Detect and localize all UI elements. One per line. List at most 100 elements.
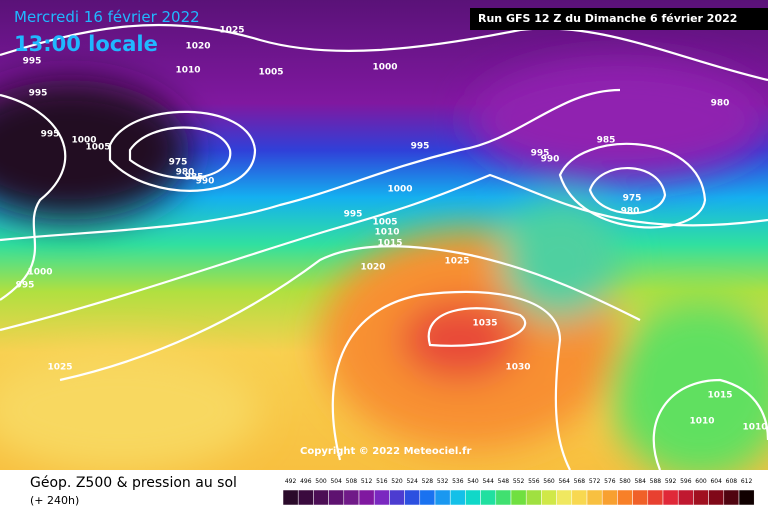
colorbar-label: 576: [604, 478, 616, 485]
colorbar-label: 536: [452, 478, 464, 485]
colorbar-cell: [282, 489, 299, 506]
legend-subtitle: (+ 240h): [30, 494, 79, 507]
run-info: Run GFS 12 Z du Dimanche 6 février 2022: [478, 12, 737, 25]
isobar-label: 990: [196, 177, 215, 187]
isobar-label: 1005: [85, 143, 110, 153]
isobar-label: 1000: [372, 63, 397, 73]
colorbar-label: 600: [695, 478, 707, 485]
isobar-label: 1000: [27, 268, 52, 278]
isobar-label: 1000: [71, 136, 96, 146]
colorbar-label: 588: [650, 478, 662, 485]
colorbar-cell: [343, 489, 360, 506]
colorbar-label: 580: [619, 478, 631, 485]
colorbar-label: 584: [634, 478, 646, 485]
isobar-label: 975: [169, 158, 188, 168]
colorbar-label: 572: [589, 478, 601, 485]
isobar-label: 995: [16, 281, 35, 291]
copyright: Copyright © 2022 Meteociel.fr: [300, 446, 471, 457]
isobar-label: 985: [185, 173, 204, 183]
isobar-label: 995: [411, 142, 430, 152]
colorbar-cell: [693, 489, 709, 506]
colorbar-cell: [541, 489, 557, 506]
isobar-label: 995: [29, 89, 48, 99]
isobar-label: 980: [711, 99, 730, 109]
colorbar-cell: [358, 489, 375, 506]
colorbar-label: 552: [513, 478, 525, 485]
isobar-label: 980: [621, 207, 640, 217]
isobar-label: 1015: [377, 239, 402, 249]
isobar-label: 1000: [387, 185, 412, 195]
colorbar-cell: [525, 489, 542, 506]
colorbar-label: 544: [482, 478, 494, 485]
forecast-date: Mercredi 16 février 2022: [14, 8, 200, 26]
colorbar-label: 520: [391, 478, 403, 485]
isobar-label: 1015: [707, 391, 732, 401]
colorbar-cell: [373, 489, 390, 506]
isobar-label: 1020: [185, 42, 210, 52]
isobar-label: 990: [541, 155, 560, 165]
colorbar-cell: [738, 489, 755, 506]
legend-title: Géop. Z500 & pression au sol: [30, 475, 237, 491]
colorbar-label: 548: [498, 478, 510, 485]
colorbar-label: 516: [376, 478, 388, 485]
colorbar-cell: [617, 489, 633, 506]
colorbar-label: 512: [361, 478, 373, 485]
colorbar-label: 592: [665, 478, 677, 485]
colorbar-label: 500: [315, 478, 327, 485]
colorbar-cell: [723, 489, 740, 506]
colorbar-label: 496: [300, 478, 312, 485]
isobar-label: 1030: [505, 363, 530, 373]
colorbar-cell: [313, 489, 329, 506]
colorbar-label: 568: [574, 478, 586, 485]
colorbar-cell: [480, 489, 497, 506]
isobar-label: 995: [41, 130, 60, 140]
isobar-label: 995: [531, 149, 550, 159]
colorbar-label: 612: [741, 478, 753, 485]
isobar-label: 1010: [175, 66, 200, 76]
colorbar-label: 564: [558, 478, 570, 485]
colorbar-label: 528: [422, 478, 434, 485]
isobar-label: 1010: [742, 423, 767, 433]
colorbar-cell: [556, 489, 573, 506]
colorbar-cell: [632, 489, 649, 506]
colorbar-label: 596: [680, 478, 692, 485]
colorbar-label: 532: [437, 478, 449, 485]
isobar-label: 1025: [219, 26, 244, 36]
isobar-label: 975: [623, 194, 642, 204]
colorbar-cell: [601, 489, 618, 506]
isobar-label: 1020: [360, 263, 385, 273]
isobar-label: 1025: [47, 363, 72, 373]
isobar-label: 995: [23, 57, 42, 67]
isobars: [0, 23, 768, 471]
colorbar-cell: [495, 489, 512, 506]
colorbar-cell: [449, 489, 466, 506]
isobar-label: 995: [344, 210, 363, 220]
colorbar-cell: [465, 489, 481, 506]
colorbar-cell: [571, 489, 588, 506]
isobar-label: 1025: [444, 257, 469, 267]
isobar-label: 1005: [372, 218, 397, 228]
colorbar-cell: [419, 489, 436, 506]
colorbar-label: 604: [710, 478, 722, 485]
colorbar-cell: [708, 489, 725, 506]
isobar-label: 980: [176, 168, 195, 178]
colorbar-label: 608: [726, 478, 738, 485]
colorbar-label: 524: [406, 478, 418, 485]
colorbar-cell: [328, 489, 345, 506]
colorbar-cell: [647, 489, 664, 506]
colorbar-label: 508: [346, 478, 358, 485]
colorbar-label: 540: [467, 478, 479, 485]
colorbar-cell: [297, 489, 314, 506]
isobar-label: 1010: [689, 417, 714, 427]
colorbar-label: 560: [543, 478, 555, 485]
colorbar-cell: [404, 489, 421, 506]
colorbar-label: 556: [528, 478, 540, 485]
isobar-label: 985: [597, 136, 616, 146]
colorbar-cell: [434, 489, 451, 506]
colorbar-label: 504: [330, 478, 342, 485]
run-banner: [470, 8, 768, 30]
isobar-label: 1035: [472, 319, 497, 329]
colorbar-label: 492: [285, 478, 297, 485]
colorbar-cell: [389, 489, 405, 506]
